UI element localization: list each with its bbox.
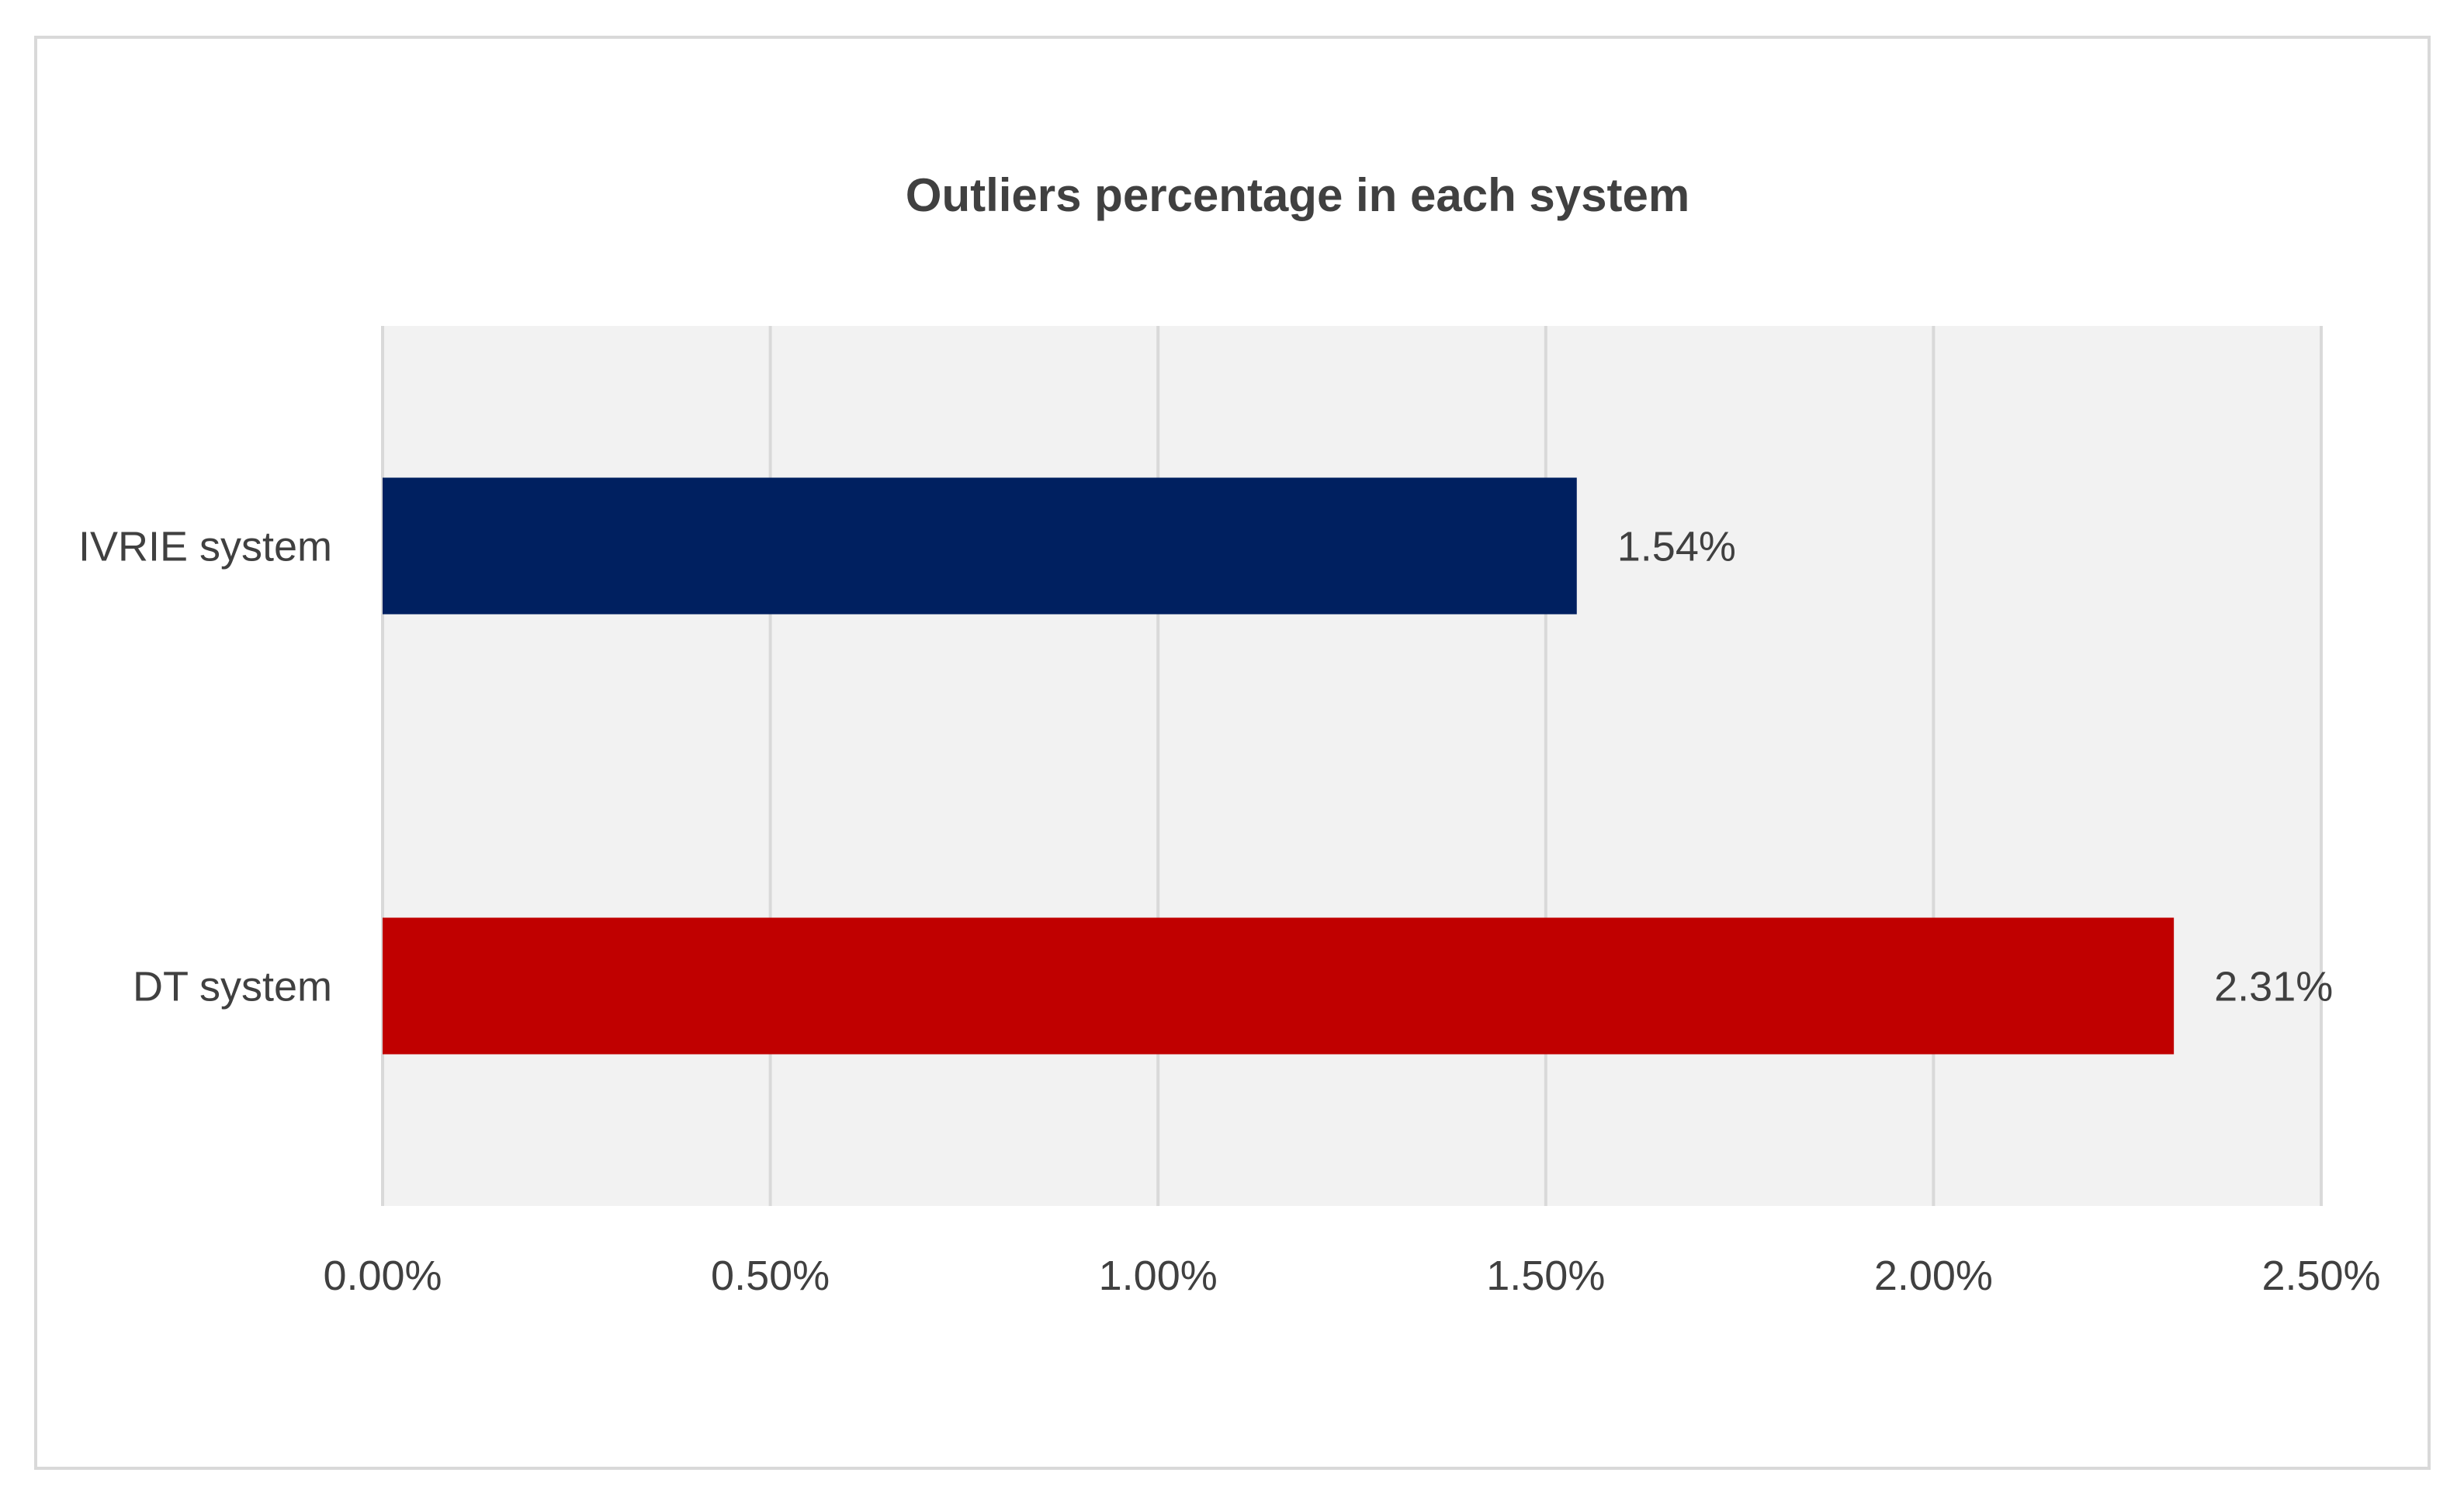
x-tick-label: 2.00% — [1874, 1253, 1993, 1299]
bar — [383, 917, 2175, 1055]
plot-background — [383, 326, 2321, 1206]
x-tick-label: 0.50% — [711, 1253, 830, 1299]
chart-marks: 0.00% 0.50% 1.00% 1.50% 2.00% 2.50% IVRIE syst… — [78, 477, 2381, 1299]
chart-title: Outliers percentage in each system — [906, 169, 1689, 221]
x-tick-label: 1.50% — [1486, 1253, 1605, 1299]
category-label: DT system — [133, 964, 332, 1010]
x-tick-label: 1.00% — [1099, 1253, 1218, 1299]
x-tick-label: 2.50% — [2261, 1253, 2380, 1299]
data-label: 2.31% — [2214, 964, 2333, 1010]
plot-area — [381, 326, 2323, 1206]
category-label: IVRIE system — [78, 524, 332, 570]
data-label: 1.54% — [1617, 524, 1736, 570]
x-tick-label: 0.00% — [323, 1253, 442, 1299]
bar — [383, 477, 1577, 615]
